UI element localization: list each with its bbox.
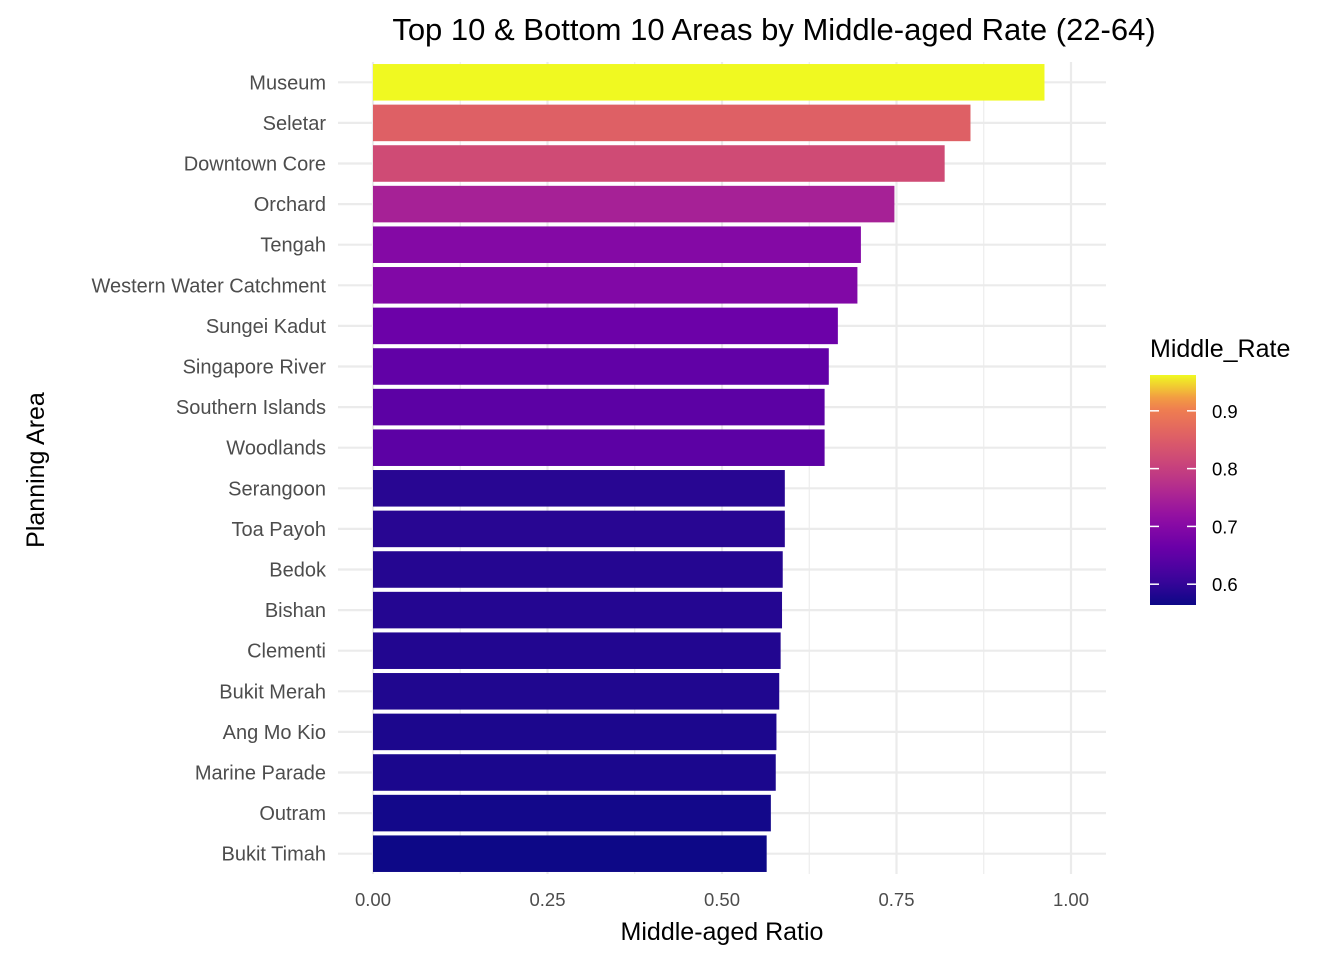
bar (373, 551, 783, 588)
bar (373, 713, 777, 751)
y-tick-label: Bedok (269, 560, 327, 582)
bar (373, 307, 838, 345)
legend-tick-label: 0.9 (1212, 401, 1238, 422)
y-tick-label: Museum (249, 72, 326, 94)
y-tick-label: Bukit Merah (219, 681, 326, 703)
bar (373, 673, 780, 710)
bar (373, 470, 785, 507)
legend: Middle_Rate 0.6 0.7 0.8 0.9 (1150, 335, 1290, 605)
bar (373, 794, 771, 832)
legend-tick-label: 0.8 (1212, 459, 1238, 480)
legend-tick-label: 0.6 (1212, 574, 1238, 595)
bar (373, 104, 971, 142)
bar (373, 429, 825, 466)
x-tick-label: 0.00 (355, 889, 391, 910)
y-tick-label: Serangoon (228, 478, 326, 500)
y-tick-labels: Museum Seletar Downtown Core Orchard Tengah W… (91, 72, 327, 865)
y-tick-label: Marine Parade (195, 763, 326, 785)
legend-ticks: 0.6 0.7 0.8 0.9 (1150, 401, 1238, 595)
bar (373, 267, 858, 304)
bar (373, 64, 1045, 101)
bar (373, 348, 829, 385)
y-tick-label: Downtown Core (184, 154, 326, 176)
legend-colorbar (1150, 375, 1196, 605)
x-tick-label: 0.75 (878, 889, 914, 910)
y-tick-label: Bishan (265, 600, 326, 622)
bar (373, 145, 945, 182)
bar (373, 226, 861, 263)
y-tick-label: Sungei Kadut (206, 316, 327, 338)
chart-title: Top 10 & Bottom 10 Areas by Middle-aged … (392, 12, 1155, 47)
bar (373, 388, 825, 426)
bars (373, 64, 1045, 872)
x-tick-label: 0.25 (529, 889, 565, 910)
y-tick-label: Orchard (254, 194, 326, 216)
bar (373, 591, 783, 629)
bar (373, 510, 785, 548)
legend-tick-label: 0.7 (1212, 516, 1238, 537)
bar (373, 185, 895, 223)
y-tick-label: Bukit Timah (222, 844, 326, 866)
y-tick-label: Clementi (247, 641, 326, 663)
legend-title: Middle_Rate (1150, 335, 1290, 363)
y-axis-title: Planning Area (22, 392, 50, 548)
bar (373, 835, 767, 872)
x-tick-label: 1.00 (1053, 889, 1089, 910)
y-tick-label: Singapore River (183, 357, 327, 379)
y-tick-label: Seletar (263, 113, 327, 135)
bar (373, 754, 776, 791)
x-tick-labels: 0.00 0.25 0.50 0.75 1.00 (355, 889, 1089, 910)
y-tick-label: Ang Mo Kio (223, 722, 326, 744)
x-tick-label: 0.50 (704, 889, 740, 910)
x-axis-title: Middle-aged Ratio (621, 918, 824, 946)
y-tick-label: Outram (259, 803, 326, 825)
y-tick-label: Toa Payoh (231, 519, 326, 541)
y-tick-label: Western Water Catchment (91, 275, 326, 297)
bar (373, 632, 781, 669)
grid-lines (338, 62, 1106, 874)
y-tick-label: Woodlands (226, 438, 326, 460)
y-tick-label: Tengah (260, 235, 326, 257)
y-tick-label: Southern Islands (176, 397, 326, 419)
